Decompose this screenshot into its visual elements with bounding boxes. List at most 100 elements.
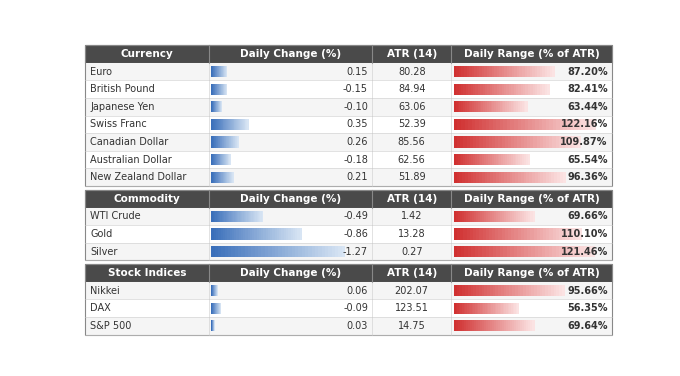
Text: British Pound: British Pound xyxy=(90,84,155,94)
Bar xyxy=(530,83,533,95)
Bar xyxy=(220,154,221,165)
Bar xyxy=(509,154,511,165)
Bar xyxy=(500,320,503,332)
Bar xyxy=(546,119,549,130)
Text: 0.03: 0.03 xyxy=(347,321,368,331)
Bar xyxy=(457,285,460,296)
Bar xyxy=(543,172,546,183)
Bar xyxy=(505,136,508,148)
Bar xyxy=(467,154,469,165)
Bar xyxy=(260,211,262,222)
Bar xyxy=(509,66,512,77)
Text: 69.66%: 69.66% xyxy=(567,211,608,221)
Bar xyxy=(468,246,472,257)
Bar xyxy=(211,172,212,183)
Bar xyxy=(482,119,486,130)
Bar xyxy=(528,154,530,165)
Bar xyxy=(489,66,492,77)
Bar xyxy=(549,228,553,240)
Bar xyxy=(498,320,500,332)
Text: Euro: Euro xyxy=(90,67,112,77)
Bar xyxy=(473,303,475,314)
Bar xyxy=(457,228,460,240)
Bar xyxy=(560,172,563,183)
Bar xyxy=(479,246,482,257)
Bar xyxy=(517,246,521,257)
Bar xyxy=(553,119,557,130)
Bar xyxy=(219,119,220,130)
Bar xyxy=(481,172,485,183)
Bar xyxy=(505,66,507,77)
Bar xyxy=(524,119,528,130)
Bar xyxy=(228,211,230,222)
Bar xyxy=(224,172,225,183)
Bar xyxy=(470,320,473,332)
Bar xyxy=(85,225,612,243)
Bar xyxy=(469,303,471,314)
Bar xyxy=(489,101,491,112)
Bar xyxy=(252,246,255,257)
Bar xyxy=(231,211,233,222)
Bar xyxy=(237,136,238,148)
Bar xyxy=(520,211,523,222)
Bar xyxy=(227,172,228,183)
Bar xyxy=(270,228,273,240)
Bar xyxy=(517,285,521,296)
Bar xyxy=(556,228,559,240)
Bar xyxy=(492,154,494,165)
Text: DAX: DAX xyxy=(90,303,111,313)
Bar xyxy=(540,285,543,296)
Bar xyxy=(518,83,521,95)
Bar xyxy=(473,172,477,183)
Bar xyxy=(231,136,232,148)
Bar xyxy=(507,154,509,165)
Bar xyxy=(512,285,515,296)
Bar xyxy=(220,228,223,240)
Bar xyxy=(566,246,570,257)
Bar xyxy=(254,228,257,240)
Bar xyxy=(241,211,243,222)
Bar xyxy=(482,154,485,165)
Bar xyxy=(460,154,462,165)
Bar xyxy=(219,154,220,165)
Text: 96.36%: 96.36% xyxy=(567,172,608,182)
Bar xyxy=(85,282,612,299)
Bar xyxy=(230,228,232,240)
Bar xyxy=(527,66,530,77)
Bar xyxy=(212,136,213,148)
Bar xyxy=(252,211,253,222)
Bar xyxy=(492,83,494,95)
Bar xyxy=(85,151,612,168)
Bar xyxy=(526,172,530,183)
Bar xyxy=(222,172,223,183)
Bar xyxy=(226,154,227,165)
Bar xyxy=(217,172,218,183)
Bar xyxy=(464,136,467,148)
Bar xyxy=(537,285,540,296)
Bar xyxy=(223,211,224,222)
Bar xyxy=(454,101,456,112)
Bar xyxy=(458,101,460,112)
Bar xyxy=(214,172,215,183)
Bar xyxy=(547,83,549,95)
Text: Daily Range (% of ATR): Daily Range (% of ATR) xyxy=(464,194,600,204)
Bar xyxy=(554,172,558,183)
Bar xyxy=(556,119,560,130)
Bar xyxy=(292,246,295,257)
Bar xyxy=(500,119,504,130)
Bar xyxy=(454,228,458,240)
Bar xyxy=(461,246,464,257)
Bar xyxy=(211,154,212,165)
Bar xyxy=(514,303,516,314)
Bar xyxy=(526,285,529,296)
Bar xyxy=(472,320,475,332)
Bar xyxy=(545,285,548,296)
Bar xyxy=(588,246,591,257)
Bar xyxy=(478,211,480,222)
Bar xyxy=(464,303,466,314)
Bar xyxy=(490,211,492,222)
Bar xyxy=(516,83,519,95)
Bar xyxy=(473,136,477,148)
Bar xyxy=(494,211,496,222)
Bar xyxy=(460,172,462,183)
